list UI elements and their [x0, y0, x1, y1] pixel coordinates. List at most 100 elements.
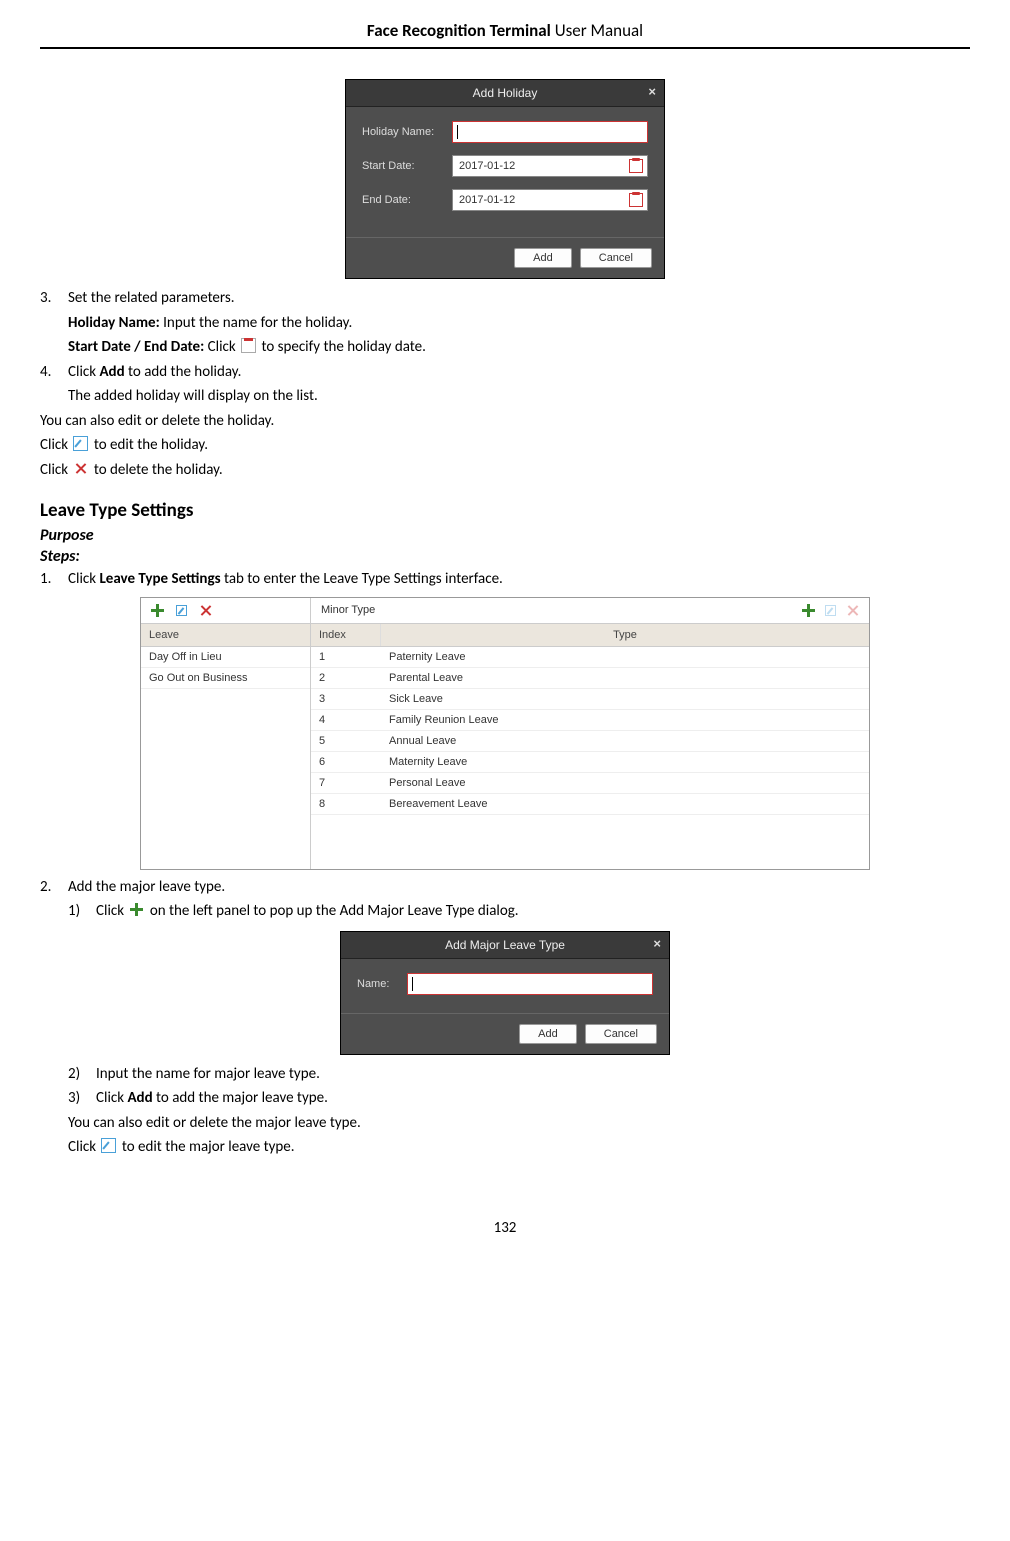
- end-date-value: 2017-01-12: [453, 194, 521, 206]
- close-icon[interactable]: ×: [648, 84, 656, 99]
- minor-index: 4: [311, 710, 381, 730]
- ls1-post: tab to enter the Leave Type Settings int…: [221, 570, 503, 588]
- add-button[interactable]: Add: [519, 1024, 577, 1044]
- leave-step-2-text: Add the major leave type.: [68, 876, 225, 899]
- s2-text: Input the name for major leave type.: [96, 1063, 320, 1086]
- minor-row[interactable]: 6Maternity Leave: [311, 752, 869, 773]
- plus-icon[interactable]: [151, 604, 164, 617]
- leave-type-heading: Leave Type Settings: [40, 499, 970, 522]
- major-row[interactable]: Day Off in Lieu: [141, 647, 310, 668]
- start-date-label: Start Date:: [362, 160, 452, 172]
- major-toolbar: [141, 598, 310, 624]
- step4-bold: Add: [99, 363, 124, 381]
- text-cursor: [457, 125, 458, 139]
- start-end-post: to specify the holiday date.: [258, 338, 426, 356]
- delete-icon[interactable]: [199, 604, 212, 617]
- delete-icon[interactable]: [846, 604, 859, 617]
- add-holiday-dialog: Add Holiday × Holiday Name: Start Date: …: [345, 79, 665, 279]
- calendar-icon[interactable]: [629, 159, 643, 173]
- minor-index: 6: [311, 752, 381, 772]
- leave-note2: Click to edit the major leave type.: [68, 1136, 970, 1159]
- minor-head-row: Index Type: [311, 624, 869, 647]
- minor-index: 3: [311, 689, 381, 709]
- holiday-name-input[interactable]: [452, 121, 648, 143]
- major-row[interactable]: Go Out on Business: [141, 668, 310, 689]
- header-title-rest: User Manual: [551, 20, 643, 41]
- dialog-body: Name:: [341, 959, 669, 1013]
- list-number: 1): [68, 900, 96, 923]
- leave-note1: You can also edit or delete the major le…: [68, 1112, 970, 1135]
- ln2-pre: Click: [68, 1138, 99, 1156]
- minor-row[interactable]: 1Paternity Leave: [311, 647, 869, 668]
- end-date-input[interactable]: 2017-01-12: [452, 189, 648, 211]
- step4-line2: The added holiday will display on the li…: [68, 385, 970, 408]
- list-number: 1.: [40, 568, 68, 591]
- ls1-pre: Click: [68, 570, 99, 588]
- add-button[interactable]: Add: [514, 248, 572, 268]
- minor-type: Paternity Leave: [381, 647, 869, 667]
- list-number: 2): [68, 1063, 96, 1086]
- leave-step-2-2: 2) Input the name for major leave type.: [68, 1063, 970, 1086]
- minor-type: Parental Leave: [381, 668, 869, 688]
- dialog-title: Add Major Leave Type: [445, 938, 565, 952]
- minor-row[interactable]: 7Personal Leave: [311, 773, 869, 794]
- purpose-label: Purpose: [40, 526, 970, 545]
- minor-row[interactable]: 5Annual Leave: [311, 731, 869, 752]
- edit-icon[interactable]: [176, 605, 187, 616]
- start-end-pre: Click: [208, 338, 239, 356]
- step-3-text: Set the related parameters.: [68, 287, 235, 310]
- leave-step-2-1: 1) Click on the left panel to pop up the…: [68, 900, 970, 923]
- list-number: 2.: [40, 876, 68, 899]
- holiday-note1: You can also edit or delete the holiday.: [40, 410, 970, 433]
- holiday-note2: Click to edit the holiday.: [40, 434, 970, 457]
- minor-index: 7: [311, 773, 381, 793]
- edit-icon: [73, 436, 88, 451]
- minor-toolbar: Minor Type: [311, 598, 869, 624]
- minor-row[interactable]: 2Parental Leave: [311, 668, 869, 689]
- minor-index: 2: [311, 668, 381, 688]
- minor-index: 1: [311, 647, 381, 667]
- header-title-bold: Face Recognition Terminal: [367, 20, 551, 41]
- ln2-post: to edit the major leave type.: [118, 1138, 294, 1156]
- note3-pre: Click: [40, 461, 71, 479]
- dialog-body: Holiday Name: Start Date: 2017-01-12 End…: [346, 107, 664, 237]
- dialog-titlebar: Add Holiday ×: [346, 80, 664, 107]
- note2-pre: Click: [40, 436, 71, 454]
- leave-step-1: 1. Click Leave Type Settings tab to ente…: [40, 568, 970, 591]
- plus-icon[interactable]: [802, 604, 815, 617]
- list-number: 4.: [40, 361, 68, 384]
- dialog-titlebar: Add Major Leave Type ×: [341, 932, 669, 959]
- minor-row[interactable]: 3Sick Leave: [311, 689, 869, 710]
- start-date-input[interactable]: 2017-01-12: [452, 155, 648, 177]
- edit-icon: [101, 1138, 116, 1153]
- holiday-note3: Click to delete the holiday.: [40, 459, 970, 482]
- major-head-row: Leave: [141, 624, 310, 647]
- plus-icon: [129, 902, 144, 917]
- ls1-bold: Leave Type Settings: [99, 570, 220, 588]
- s1-post: on the left panel to pop up the Add Majo…: [146, 902, 518, 920]
- delete-icon: [73, 461, 88, 476]
- list-number: 3.: [40, 287, 68, 310]
- minor-row[interactable]: 8Bereavement Leave: [311, 794, 869, 815]
- calendar-icon[interactable]: [629, 193, 643, 207]
- holiday-name-desc: Input the name for the holiday.: [163, 314, 352, 332]
- holiday-name-line: Holiday Name: Input the name for the hol…: [68, 312, 970, 335]
- start-end-bold: Start Date / End Date:: [68, 338, 208, 356]
- start-end-line: Start Date / End Date: Click to specify …: [68, 336, 970, 359]
- start-date-value: 2017-01-12: [453, 160, 521, 172]
- step4-pre: Click: [68, 363, 99, 381]
- cancel-button[interactable]: Cancel: [580, 248, 652, 268]
- minor-row[interactable]: 4Family Reunion Leave: [311, 710, 869, 731]
- calendar-icon: [241, 338, 256, 353]
- close-icon[interactable]: ×: [653, 936, 661, 951]
- name-input[interactable]: [407, 973, 653, 995]
- text-cursor: [412, 977, 413, 991]
- step-4: 4. Click Add to add the holiday.: [40, 361, 970, 384]
- edit-icon[interactable]: [825, 605, 836, 616]
- dialog-footer: Add Cancel: [346, 237, 664, 278]
- list-number: 3): [68, 1087, 96, 1110]
- s3-post: to add the major leave type.: [153, 1089, 328, 1107]
- major-row[interactable]: Leave: [141, 624, 310, 646]
- cancel-button[interactable]: Cancel: [585, 1024, 657, 1044]
- s3-pre: Click: [96, 1089, 127, 1107]
